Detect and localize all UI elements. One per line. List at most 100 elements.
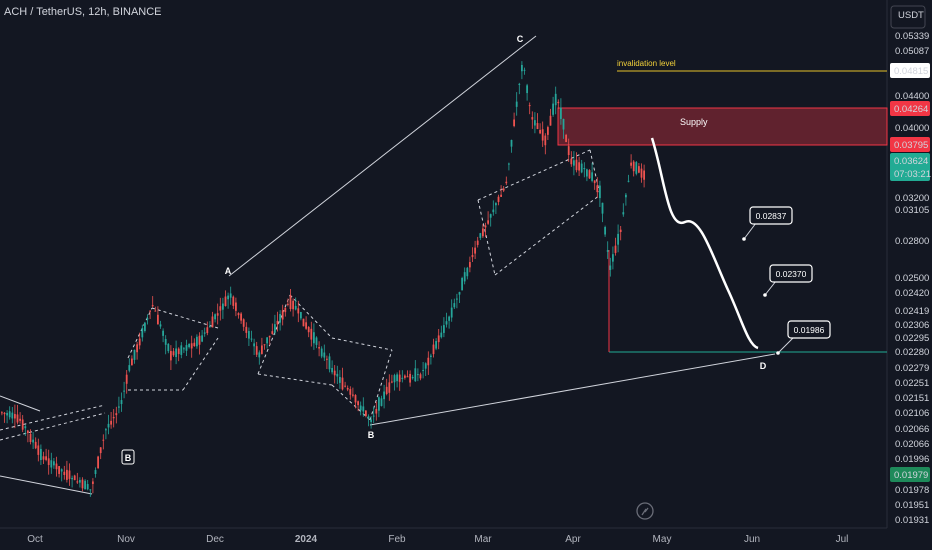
candle-body: [1, 412, 3, 414]
candle-body: [37, 445, 40, 455]
candle-body: [398, 374, 401, 382]
target-label: 0.02370: [776, 269, 807, 279]
candle-body: [42, 456, 45, 460]
candle-body: [149, 310, 151, 312]
candle-body: [73, 475, 76, 481]
price-tick-label: 0.01978: [895, 485, 929, 496]
candle-body: [513, 119, 515, 127]
price-tick-label: 0.02280: [895, 347, 929, 358]
candle-body: [172, 351, 175, 356]
candle-body: [24, 426, 27, 429]
candle-body: [539, 129, 541, 134]
candle-body: [544, 135, 547, 146]
candle-body: [570, 158, 573, 165]
wave-label: B: [125, 453, 132, 463]
candle-body: [604, 227, 606, 235]
candle-body: [206, 327, 209, 334]
candle-body: [331, 367, 333, 373]
candle-body: [440, 332, 443, 338]
price-axis[interactable]: 0.05339 0.05087 0.04400 0.04000 0.032000.031…: [890, 5, 931, 526]
candle-body: [365, 410, 367, 417]
invalidation-price-box: [890, 63, 930, 78]
candle-body: [281, 310, 284, 320]
candle-body: [261, 345, 263, 354]
supply-top-price: 0.04264: [894, 104, 928, 115]
candle-body: [180, 345, 183, 355]
time-tick-label: Mar: [474, 534, 492, 545]
price-tick-label: 0.02420: [895, 288, 929, 299]
candle-body: [131, 358, 133, 366]
candle-body: [47, 458, 50, 465]
target-leader: [743, 222, 757, 240]
target-leader: [764, 280, 777, 296]
candle-body: [534, 120, 536, 126]
candle-body: [333, 370, 336, 376]
candle-body: [112, 416, 115, 419]
candle-body: [388, 382, 391, 393]
candle-body: [94, 470, 97, 474]
candle-body: [79, 480, 81, 483]
candle-body: [404, 375, 406, 378]
time-tick-label: Feb: [388, 534, 406, 545]
candle-body: [144, 322, 146, 332]
wedge-line: [289, 294, 333, 339]
candle-body: [19, 418, 21, 421]
trendline-b-d: [369, 353, 776, 426]
candle-body: [151, 305, 154, 307]
candle-body: [580, 163, 583, 173]
candle-body: [492, 209, 495, 213]
candle-body: [115, 413, 118, 416]
candle-body: [21, 419, 24, 430]
candle-body: [409, 373, 411, 383]
candle-body: [136, 344, 138, 353]
candle-body: [128, 365, 131, 371]
candle-body: [515, 101, 518, 107]
candle-body: [209, 326, 211, 328]
candle-body: [349, 389, 352, 395]
wedge-line: [331, 337, 393, 351]
wave-labels: A B C D B: [121, 34, 767, 465]
candle-body: [34, 441, 37, 449]
candle-body: [339, 377, 341, 383]
candle-body: [313, 332, 315, 344]
candle-body: [211, 316, 214, 328]
trend-lines: [0, 35, 776, 495]
wave-label: B: [368, 430, 375, 440]
candle-body: [16, 414, 19, 423]
candle-body: [183, 348, 185, 350]
candle-body: [76, 481, 79, 483]
candle-body: [3, 412, 6, 415]
candle-body: [601, 202, 604, 214]
candle-body: [461, 277, 463, 291]
candle-body: [250, 338, 253, 340]
candle-body: [289, 295, 292, 310]
candle-body: [71, 477, 73, 480]
candle-body: [89, 489, 92, 491]
candle-body: [224, 296, 227, 306]
candle-body: [359, 405, 362, 411]
candle-body: [528, 105, 531, 107]
price-tick-label: 0.02306: [895, 320, 929, 331]
candle-body: [242, 319, 245, 327]
candle-body: [385, 386, 388, 394]
time-axis[interactable]: Oct Nov Dec 2024 Feb Mar Apr May Jun Jul: [27, 534, 848, 545]
candle-body: [591, 172, 593, 181]
candle-body: [380, 398, 383, 406]
candle-body: [123, 390, 125, 392]
candle-body: [391, 381, 393, 383]
candle-body: [450, 307, 453, 318]
candle-body: [484, 225, 487, 228]
wave-label-box: [121, 449, 135, 465]
candle-body: [562, 118, 565, 130]
candle-body: [196, 336, 198, 347]
price-tick-label: 0.04400: [895, 91, 929, 102]
low-price: 0.01979: [894, 470, 928, 481]
supply-label: Supply: [680, 117, 708, 127]
candle-body: [235, 302, 237, 311]
candle-body: [427, 357, 430, 366]
tradingview-logo-icon: [636, 502, 654, 520]
candle-body: [50, 460, 53, 468]
currency-box: [890, 5, 926, 29]
candle-body: [6, 412, 8, 416]
